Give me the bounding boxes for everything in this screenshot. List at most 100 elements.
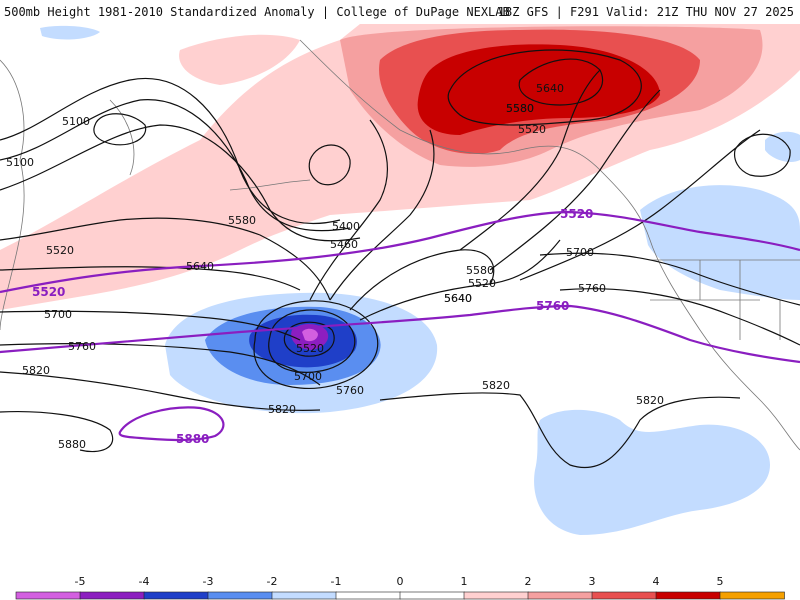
contour-label: 5820: [482, 379, 510, 392]
colorbar-ticks: -5 -4 -3 -2 -1 0 1 2 3 4 5: [75, 575, 724, 588]
reference-label: 5520: [32, 285, 65, 299]
model-run-info: 18Z GFS | F291 Valid: 21Z THU NOV 27 202…: [497, 5, 794, 19]
trough-2: [329, 129, 435, 301]
contour-5820-west: [0, 371, 321, 411]
contour-north-3: [0, 124, 361, 242]
contour-5760-east: [559, 288, 800, 346]
low-ring-3: [253, 300, 379, 390]
reference-label: 5760: [536, 299, 569, 313]
ref-5880: [118, 406, 225, 442]
aleutians: [229, 179, 311, 191]
borders: [650, 259, 800, 340]
low-ring-1: [283, 321, 335, 357]
contour-5640-north: [518, 58, 604, 106]
contour-5580-ring: [447, 49, 642, 126]
contour-label: 5640: [186, 260, 214, 273]
ref-5760: [0, 304, 800, 364]
trough-3: [349, 249, 495, 311]
positive-anomaly-fills: [0, 24, 800, 310]
contour-label: 5760: [68, 340, 96, 353]
contour-5520-west: [0, 217, 331, 301]
contour-label: 5520: [518, 123, 546, 136]
low-ring-2: [268, 309, 356, 373]
contour-5880: [0, 411, 114, 453]
small-ring: [308, 144, 351, 186]
reference-labels: 5520 5520 5760 5880: [32, 207, 593, 446]
colorbar-segment: [271, 591, 337, 600]
colorbar-tick-label: 1: [461, 575, 468, 588]
colorbar-segment: [79, 591, 145, 600]
colorbar-segment: [143, 591, 209, 600]
anomaly-pos1-topleft: [179, 34, 300, 85]
kamchatka: [109, 99, 135, 176]
asia-coast: [0, 59, 25, 331]
anomaly-neg1-north-america: [640, 185, 800, 300]
contour-label: 5820: [636, 394, 664, 407]
reference-label: 5520: [560, 207, 593, 221]
contour-label: 5700: [294, 370, 322, 383]
colorbar-segment: [655, 591, 721, 600]
colorbar-tick-label: -3: [203, 575, 214, 588]
contour-label: 5580: [228, 214, 256, 227]
contour-label: 5820: [268, 403, 296, 416]
reference-label: 5880: [176, 432, 209, 446]
colorbar-segment: [399, 591, 465, 600]
ridge-3: [519, 129, 761, 281]
anomaly-neg1-subtropics: [534, 409, 770, 535]
anomaly-pos4: [417, 44, 660, 135]
anomaly-neg1-topleft: [40, 25, 100, 40]
anomaly-neg1-arctic: [765, 131, 800, 162]
colorbar-segment: [463, 591, 529, 600]
contour-label: 5700: [44, 308, 72, 321]
colorbar-segment: [15, 591, 81, 600]
colorbar-segments: [15, 591, 785, 600]
contour-label: 5760: [578, 282, 606, 295]
colorbar-segment: [527, 591, 593, 600]
contour-labels: 5100 5100 5520 5580 5640 5700 5760 5820 …: [6, 82, 664, 451]
coastlines: [0, 39, 800, 451]
contour-5700-east: [539, 252, 800, 306]
contour-5820-mid: [379, 392, 741, 469]
colorbar-tick-label: 3: [589, 575, 596, 588]
colorbar-segment: [207, 591, 273, 600]
arctic-ring: [733, 133, 791, 177]
ridge-1: [459, 69, 601, 251]
contour-label: 5520: [46, 244, 74, 257]
height-contours: [0, 49, 800, 469]
ridge-2: [489, 89, 661, 271]
contour-label: 5820: [22, 364, 50, 377]
colorbar-tick-label: 2: [525, 575, 532, 588]
contour-label: 5460: [330, 238, 358, 251]
contour-label: 5400: [332, 220, 360, 233]
contour-label: 5520: [468, 277, 496, 290]
colorbar-tick-label: 4: [653, 575, 660, 588]
alaska-coast: [299, 39, 601, 171]
reference-contours: [0, 210, 800, 442]
contour-label: 5100: [6, 156, 34, 169]
header: 500mb Height 1981-2010 Standardized Anom…: [0, 0, 800, 24]
contour-label: 5100: [62, 115, 90, 128]
contour-label: 5580: [506, 102, 534, 115]
weather-map: 5100 5100 5520 5580 5640 5700 5760 5820 …: [0, 24, 800, 535]
colorbar-tick-label: -2: [267, 575, 278, 588]
colorbar-segment: [591, 591, 657, 600]
contour-north-2: [0, 99, 351, 232]
contour-label: 5700: [566, 246, 594, 259]
contour-label: 5640: [444, 292, 472, 305]
ref-5520: [0, 210, 800, 294]
colorbar-tick-label: -5: [75, 575, 86, 588]
anomaly-neg5: [302, 328, 318, 342]
colorbar-tick-label: -4: [139, 575, 150, 588]
contour-label: 5640: [444, 292, 472, 305]
contour-north-1: [0, 78, 341, 225]
colorbar-segment: [719, 591, 785, 600]
colorbar-tick-label: -1: [331, 575, 342, 588]
contour-label: 5760: [336, 384, 364, 397]
north-america-coast: [599, 169, 800, 451]
contour-5100-ring: [93, 113, 147, 146]
colorbar-segment: [335, 591, 401, 600]
contour-label: 5580: [466, 264, 494, 277]
contour-5640-mid: [359, 239, 561, 321]
contour-label: 5520: [296, 342, 324, 355]
colorbar-tick-label: 5: [717, 575, 724, 588]
